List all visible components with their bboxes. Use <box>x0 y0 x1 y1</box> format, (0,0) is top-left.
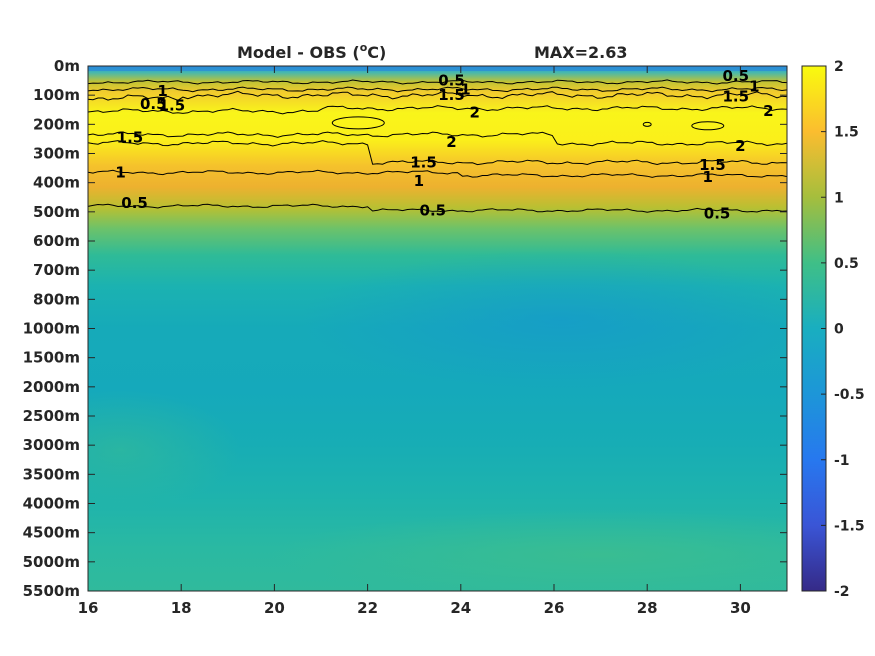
colorbar-tick-label: -1.5 <box>834 518 865 534</box>
contour-1-lower <box>88 169 787 178</box>
colorbar-tick-label: 2 <box>834 59 844 75</box>
x-tick-label: 24 <box>450 599 471 617</box>
contour-0.5-upper <box>88 79 787 85</box>
contour-label: 0.5 <box>121 194 148 212</box>
chart-max-label: MAX=2.63 <box>534 43 628 62</box>
contour-label: 1 <box>115 163 125 181</box>
contour-0.5-lower <box>88 203 787 213</box>
colorbar-tick-label: 0 <box>834 322 844 338</box>
contour-label: 1 <box>703 168 713 186</box>
contour-label: 1 <box>460 80 470 98</box>
chart-title: Model - OBS (oC) <box>237 41 386 62</box>
y-tick-label: 2000m <box>23 378 80 396</box>
x-tick-label: 30 <box>730 599 751 617</box>
colorbar-tick-label: 0.5 <box>834 256 859 272</box>
contour-label: 2 <box>470 104 480 122</box>
y-tick-label: 0m <box>54 57 80 75</box>
colorbar-tick-label: 1 <box>834 190 844 206</box>
y-tick-label: 5000m <box>23 553 80 571</box>
contour-1.5-lower <box>88 140 787 166</box>
y-tick-label: 1500m <box>23 349 80 367</box>
contour-2-island <box>691 121 725 131</box>
contour-label: 0.5 <box>704 204 731 222</box>
heatmap-field <box>88 66 787 591</box>
contour-1-upper <box>88 86 787 93</box>
y-tick-label: 700m <box>33 261 80 279</box>
colorbar-tick-label: -1 <box>834 453 850 469</box>
y-tick-label: 2500m <box>23 407 80 425</box>
x-tick-label: 22 <box>357 599 378 617</box>
x-tick-label: 26 <box>544 599 565 617</box>
y-tick-label: 300m <box>33 145 80 163</box>
contour-label: 1.5 <box>159 96 186 114</box>
y-tick-label: 400m <box>33 174 80 192</box>
y-tick-label: 5500m <box>23 582 80 600</box>
contour-label: 1 <box>749 77 759 95</box>
colorbar-tick-label: -2 <box>834 584 850 600</box>
y-tick-label: 800m <box>33 290 80 308</box>
contour-label: 1.5 <box>410 153 437 171</box>
x-tick-label: 28 <box>637 599 658 617</box>
x-tick-label: 16 <box>78 599 99 617</box>
contour-1.5-upper <box>88 90 787 101</box>
y-axis: 0m 100m 200m 300m 400m 500m 600m 700m 800m 1000m 1… <box>23 57 787 600</box>
contour-label: 2 <box>446 133 456 151</box>
contour-label: 1.5 <box>722 88 749 106</box>
colorbar: 2 1.5 1 0.5 0 -0.5 -1 -1.5 -2 <box>801 59 865 600</box>
contour-label: 0.5 <box>140 95 167 113</box>
x-tick-label: 18 <box>171 599 192 617</box>
y-tick-label: 3000m <box>23 436 80 454</box>
contour-label: 0.5 <box>722 67 749 85</box>
y-tick-label: 1000m <box>23 320 80 338</box>
colorbar-tick-label: 1.5 <box>834 125 859 141</box>
x-axis: 16 18 20 22 24 26 28 30 <box>78 66 751 617</box>
contour-labels: 0.511.51.510.50.511.5221.510.50.511.5221… <box>115 67 773 222</box>
colorbar-ticks: 2 1.5 1 0.5 0 -0.5 -1 -1.5 -2 <box>821 59 865 600</box>
y-tick-label: 200m <box>33 115 80 133</box>
contour-lines <box>88 79 787 213</box>
y-tick-label: 600m <box>33 232 80 250</box>
colorbar-tick-label: -0.5 <box>834 387 865 403</box>
y-tick-label: 3500m <box>23 465 80 483</box>
contour-2-island <box>331 116 385 130</box>
contour-label: 2 <box>735 137 745 155</box>
contour-label: 1.5 <box>699 156 726 174</box>
contour-2-island <box>642 121 652 127</box>
contour-2-lower <box>88 131 787 147</box>
contour-label: 1.5 <box>117 128 144 146</box>
contour-label: 1 <box>414 172 424 190</box>
y-tick-label: 4500m <box>23 524 80 542</box>
x-tick-label: 20 <box>264 599 285 617</box>
contour-label: 0.5 <box>420 201 447 219</box>
y-tick-label: 4000m <box>23 495 80 513</box>
contour-label: 0.5 <box>438 72 465 90</box>
contour-label: 1.5 <box>438 86 465 104</box>
y-tick-label: 100m <box>33 86 80 104</box>
colorbar-gradient <box>801 65 827 592</box>
contour-2-upper <box>88 105 787 115</box>
y-tick-label: 500m <box>33 203 80 221</box>
contour-label: 1 <box>157 82 167 100</box>
contour-label: 2 <box>763 102 773 120</box>
